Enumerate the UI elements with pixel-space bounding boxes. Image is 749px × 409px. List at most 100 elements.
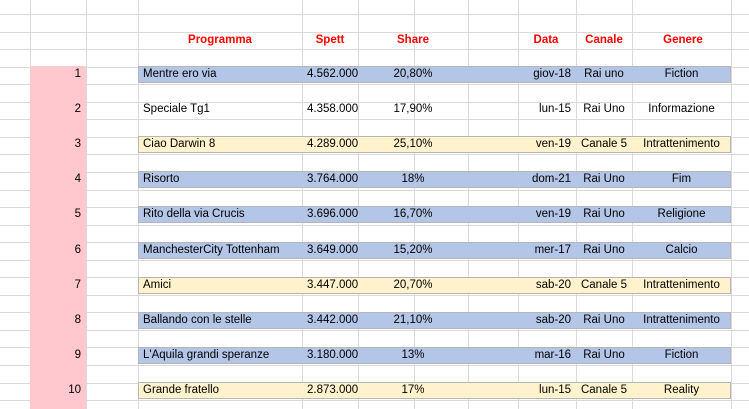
rank-cell[interactable]: 7 xyxy=(74,278,81,291)
grid-line-vertical xyxy=(468,0,469,409)
share-cell[interactable]: 17% xyxy=(401,383,425,396)
data-cell[interactable]: dom-21 xyxy=(532,172,571,185)
row-highlight-band xyxy=(138,136,731,153)
spett-cell[interactable]: 3.649.000 xyxy=(307,243,358,256)
spett-cell[interactable]: 2.873.000 xyxy=(307,383,358,396)
row-highlight-band xyxy=(138,277,731,294)
programma-cell[interactable]: Ciao Darwin 8 xyxy=(143,137,216,150)
grid-line-horizontal xyxy=(0,14,749,15)
data-cell[interactable]: ven-19 xyxy=(535,137,571,150)
rank-cell[interactable]: 5 xyxy=(74,207,81,220)
grid-line-horizontal xyxy=(0,32,749,33)
spett-cell[interactable]: 4.562.000 xyxy=(307,67,358,80)
canale-cell[interactable]: Canale 5 xyxy=(580,278,628,291)
spett-cell[interactable]: 3.764.000 xyxy=(307,172,358,185)
genere-cell[interactable]: Intrattenimento xyxy=(643,137,720,150)
grid-line-vertical xyxy=(518,0,519,409)
share-cell[interactable]: 18% xyxy=(401,172,425,185)
data-cell[interactable]: mer-17 xyxy=(534,243,571,256)
header-canale[interactable]: Canale xyxy=(585,34,623,47)
data-cell[interactable]: lun-15 xyxy=(539,383,571,396)
rank-cell[interactable]: 2 xyxy=(74,102,81,115)
rank-cell[interactable]: 9 xyxy=(74,348,81,361)
data-cell[interactable]: sab-20 xyxy=(535,313,571,326)
grid-line-horizontal xyxy=(0,102,749,103)
grid-line-horizontal xyxy=(0,119,749,120)
grid-line-horizontal xyxy=(0,84,749,85)
row-highlight-band xyxy=(138,382,731,399)
canale-cell[interactable]: Rai Uno xyxy=(583,243,625,256)
spett-cell[interactable]: 4.289.000 xyxy=(307,137,358,150)
row-highlight-band xyxy=(138,171,731,188)
genere-cell[interactable]: Fiction xyxy=(664,348,699,361)
rank-cell[interactable]: 10 xyxy=(68,383,81,396)
canale-cell[interactable]: Rai Uno xyxy=(583,102,625,115)
programma-cell[interactable]: Speciale Tg1 xyxy=(143,102,210,115)
genere-cell[interactable]: Calcio xyxy=(665,243,698,256)
rank-cell[interactable]: 1 xyxy=(74,67,81,80)
grid-line-horizontal xyxy=(0,295,749,296)
canale-cell[interactable]: Rai uno xyxy=(584,67,624,80)
share-cell[interactable]: 17,90% xyxy=(393,102,433,115)
data-cell[interactable]: lun-15 xyxy=(539,102,571,115)
canale-cell[interactable]: Rai Uno xyxy=(583,348,625,361)
rank-cell[interactable]: 8 xyxy=(74,313,81,326)
programma-cell[interactable]: Amici xyxy=(143,278,172,291)
genere-cell[interactable]: Fim xyxy=(671,172,692,185)
programma-cell[interactable]: Risorto xyxy=(143,172,180,185)
canale-cell[interactable]: Rai Uno xyxy=(583,207,625,220)
grid-line-vertical xyxy=(86,0,87,409)
canale-cell[interactable]: Canale 5 xyxy=(580,137,628,150)
programma-cell[interactable]: L'Aquila grandi speranze xyxy=(143,348,270,361)
spett-cell[interactable]: 4.358.000 xyxy=(307,102,358,115)
header-data[interactable]: Data xyxy=(533,34,559,47)
genere-cell[interactable]: Intrattenimento xyxy=(643,278,720,291)
spett-cell[interactable]: 3.180.000 xyxy=(307,348,358,361)
programma-cell[interactable]: ManchesterCity Tottenham xyxy=(143,243,280,256)
grid-line-vertical xyxy=(414,0,415,409)
spett-cell[interactable]: 3.447.000 xyxy=(307,278,358,291)
share-cell[interactable]: 15,20% xyxy=(393,243,433,256)
programma-cell[interactable]: Rito della via Crucis xyxy=(143,207,245,220)
share-cell[interactable]: 21,10% xyxy=(393,313,433,326)
header-share[interactable]: Share xyxy=(397,34,429,47)
programma-cell[interactable]: Grande fratello xyxy=(143,383,220,396)
row-highlight-band xyxy=(138,66,731,83)
data-cell[interactable]: mar-16 xyxy=(534,348,571,361)
data-cell[interactable]: ven-19 xyxy=(535,207,571,220)
row-highlight-band xyxy=(138,312,731,329)
canale-cell[interactable]: Rai Uno xyxy=(583,313,625,326)
grid-line-horizontal xyxy=(0,190,749,191)
header-spett[interactable]: Spett xyxy=(315,34,345,47)
programma-cell[interactable]: Ballando con le stelle xyxy=(143,313,252,326)
genere-cell[interactable]: Fiction xyxy=(664,67,699,80)
genere-cell[interactable]: Intrattenimento xyxy=(643,313,720,326)
rank-cell[interactable]: 6 xyxy=(74,243,81,256)
rank-cell[interactable]: 3 xyxy=(74,137,81,150)
genere-cell[interactable]: Informazione xyxy=(648,102,715,115)
genere-cell[interactable]: Reality xyxy=(663,383,700,396)
header-genere[interactable]: Genere xyxy=(663,34,703,47)
spett-cell[interactable]: 3.696.000 xyxy=(307,207,358,220)
data-cell[interactable]: sab-20 xyxy=(535,278,571,291)
share-cell[interactable]: 25,10% xyxy=(393,137,433,150)
share-cell[interactable]: 13% xyxy=(401,348,425,361)
canale-cell[interactable]: Rai Uno xyxy=(583,172,625,185)
share-cell[interactable]: 20,80% xyxy=(393,67,433,80)
row-highlight-band xyxy=(138,242,731,259)
data-cell[interactable]: giov-18 xyxy=(533,67,571,80)
grid-line-vertical xyxy=(358,0,359,409)
programma-cell[interactable]: Mentre ero via xyxy=(143,67,217,80)
share-cell[interactable]: 16,70% xyxy=(393,207,433,220)
spett-cell[interactable]: 3.442.000 xyxy=(307,313,358,326)
share-cell[interactable]: 20,70% xyxy=(393,278,433,291)
genere-cell[interactable]: Religione xyxy=(657,207,706,220)
row-highlight-band xyxy=(138,206,731,223)
header-programma[interactable]: Programma xyxy=(188,34,252,47)
canale-cell[interactable]: Canale 5 xyxy=(580,383,628,396)
row-highlight-band xyxy=(138,347,731,364)
grid-line-vertical xyxy=(632,0,633,409)
rank-cell[interactable]: 4 xyxy=(74,172,81,185)
grid-line-horizontal xyxy=(0,260,749,261)
